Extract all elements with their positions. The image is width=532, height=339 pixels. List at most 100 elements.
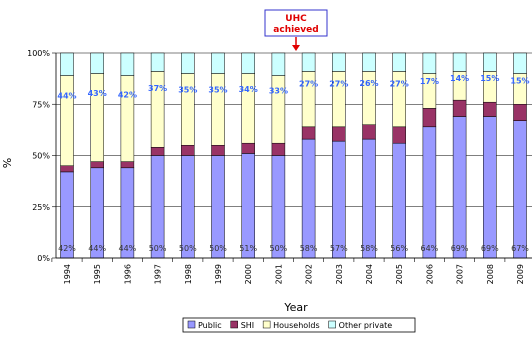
data-label-households: 15% [480, 74, 499, 83]
y-tick-label: 75% [32, 100, 50, 109]
bar-segment-public [483, 116, 497, 259]
bar-segment-other-private [60, 52, 74, 76]
bar-segment-other-private [150, 52, 165, 72]
x-tick-label: 2006 [425, 264, 434, 284]
x-tick-label: 2000 [244, 264, 253, 284]
data-label-public: 50% [149, 244, 167, 253]
data-label-public: 44% [88, 244, 106, 253]
uhc-annotation: UHC achieved [264, 9, 328, 51]
legend-swatch [262, 320, 271, 329]
data-label-households: 27% [299, 80, 318, 89]
data-label-public: 42% [58, 244, 76, 253]
bar-segment-other-private [452, 52, 467, 72]
y-tick-label: 0% [37, 254, 50, 263]
data-label-households: 42% [118, 90, 137, 99]
bar-segment-public [271, 155, 286, 259]
x-tick-label: 1999 [214, 264, 223, 284]
legend-entry: Other private [339, 321, 393, 330]
bar-segment-shi [422, 108, 437, 128]
bars [60, 52, 527, 259]
bar-segment-other-private [241, 52, 255, 74]
data-label-public: 58% [300, 244, 318, 253]
x-tick-label: 2004 [365, 264, 374, 284]
bar-segment-public [452, 116, 467, 259]
data-label-households: 27% [329, 80, 348, 89]
legend-swatch [328, 320, 336, 329]
bar-segment-public [181, 155, 195, 259]
data-label-public: 69% [481, 244, 499, 253]
legend-entry: Public [198, 321, 222, 330]
legend-frame [182, 317, 416, 333]
bar-segment-households [181, 73, 195, 146]
bar-segment-shi [211, 145, 225, 156]
bar-segment-public [513, 120, 527, 259]
bar-segment-shi [452, 99, 467, 117]
bar-segment-shi [241, 142, 255, 154]
bar-segment-shi [483, 101, 497, 117]
x-tick-label: 2008 [486, 264, 495, 284]
bar-segment-households [150, 71, 165, 148]
data-label-households: 14% [450, 74, 469, 83]
bar-segment-other-private [120, 52, 135, 76]
bar-segment-shi [181, 145, 195, 156]
bar-segment-households [90, 73, 104, 162]
annotation-line-2: achieved [273, 25, 318, 35]
annotation-box [264, 9, 328, 37]
x-tick-label: 1997 [154, 264, 163, 284]
data-label-households: 34% [239, 85, 258, 94]
legend-entry: SHI [241, 321, 254, 330]
x-axis-label: Year [283, 301, 308, 314]
data-label-public: 57% [330, 244, 348, 253]
bar-segment-shi [60, 165, 74, 173]
x-tick-label: 1995 [93, 264, 102, 284]
data-label-households: 44% [57, 91, 76, 100]
bar-segment-other-private [392, 52, 406, 72]
bar-segment-public [332, 140, 346, 259]
data-label-public: 51% [239, 244, 257, 253]
data-label-households: 26% [359, 79, 378, 88]
x-tick-label: 2002 [305, 264, 314, 284]
bar-segment-shi [362, 124, 376, 140]
data-label-public: 56% [390, 244, 408, 253]
legend-swatch [230, 320, 238, 329]
bar-segment-shi [90, 161, 104, 169]
bar-segment-households [120, 75, 135, 162]
bar-segment-other-private [211, 52, 225, 74]
bar-segment-other-private [90, 52, 104, 74]
bar-segment-other-private [362, 52, 376, 72]
data-label-public: 50% [270, 244, 288, 253]
bar-segment-shi [332, 126, 346, 142]
x-tick-label: 1998 [184, 264, 193, 284]
x-tick-label: 2009 [516, 264, 525, 284]
data-label-public: 69% [451, 244, 469, 253]
y-tick-label: 100% [27, 49, 50, 58]
y-tick-label: 25% [32, 203, 50, 212]
x-tick-label: 2003 [335, 264, 344, 284]
bar-segment-public [301, 138, 316, 259]
bar-segment-public [211, 155, 225, 259]
bar-segment-other-private [181, 52, 195, 74]
legend-swatch [187, 320, 196, 329]
data-label-public: 67% [511, 244, 529, 253]
annotation-arrow-head [292, 45, 300, 51]
bar-segment-shi [120, 161, 135, 169]
data-label-public: 44% [119, 244, 137, 253]
bar-segment-public [241, 153, 255, 259]
data-label-households: 43% [88, 89, 107, 98]
x-tick-label: 2007 [456, 264, 465, 284]
legend: Public SHI Households Other private [182, 317, 416, 333]
annotation-line-1: UHC [285, 14, 307, 24]
bar-segment-shi [271, 142, 286, 156]
y-tick-label: 50% [32, 152, 50, 161]
bar-segment-public [362, 138, 376, 259]
x-axis: 1994 1995 1996 1997 1998 1999 2000 2001 2002 2003… [51, 257, 532, 284]
data-label-households: 27% [390, 80, 409, 89]
bar-segment-shi [513, 104, 527, 121]
data-label-public: 58% [360, 244, 378, 253]
segment-labels: 42% 44% 44% 43% 44% 42% 50% 37% 50% 35% 50% 35% 51% 3… [57, 74, 529, 253]
y-axis: 0% 25% 50% 75% 100% [27, 49, 57, 263]
x-tick-label: 1996 [123, 264, 132, 284]
bar-segment-other-private [483, 52, 497, 72]
bar-segment-households [211, 73, 225, 146]
